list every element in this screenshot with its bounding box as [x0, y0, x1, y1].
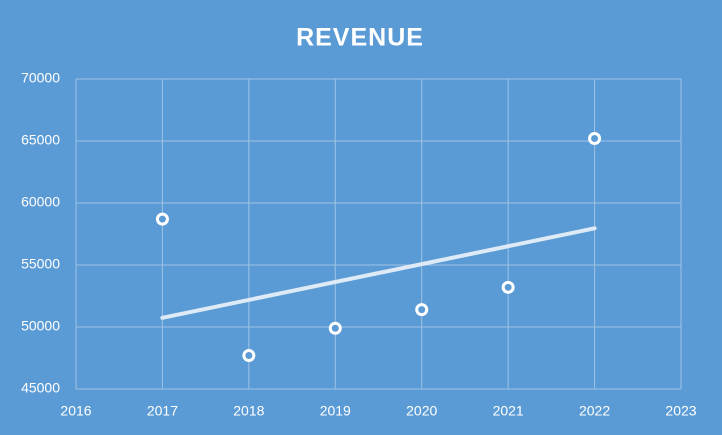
chart-title: REVENUE [296, 24, 424, 52]
y-tick-label: 55000 [21, 256, 60, 272]
data-point [588, 132, 602, 146]
data-point [415, 303, 429, 317]
x-tick-label: 2022 [579, 403, 610, 419]
x-tick-label: 2018 [233, 403, 264, 419]
x-tick-label: 2019 [320, 403, 351, 419]
data-point [501, 280, 515, 294]
data-point [328, 321, 342, 335]
x-tick-label: 2023 [665, 403, 696, 419]
y-tick-label: 70000 [21, 70, 60, 86]
data-point [242, 349, 256, 363]
trendline [160, 226, 597, 320]
x-tick-label: 2017 [147, 403, 178, 419]
y-tick-label: 65000 [21, 132, 60, 148]
x-tick-label: 2021 [493, 403, 524, 419]
x-tick-label: 2016 [60, 403, 91, 419]
y-tick-label: 60000 [21, 194, 60, 210]
y-tick-label: 45000 [21, 380, 60, 396]
data-point [155, 212, 169, 226]
x-tick-label: 2020 [406, 403, 437, 419]
y-tick-label: 50000 [21, 318, 60, 334]
